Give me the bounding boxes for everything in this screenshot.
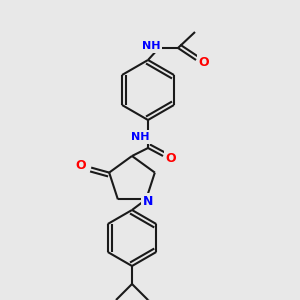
Text: NH: NH [131,132,149,142]
Text: O: O [166,152,176,164]
Text: N: N [143,195,153,208]
Text: O: O [76,159,86,172]
Text: O: O [199,56,209,68]
Text: NH: NH [142,41,160,51]
